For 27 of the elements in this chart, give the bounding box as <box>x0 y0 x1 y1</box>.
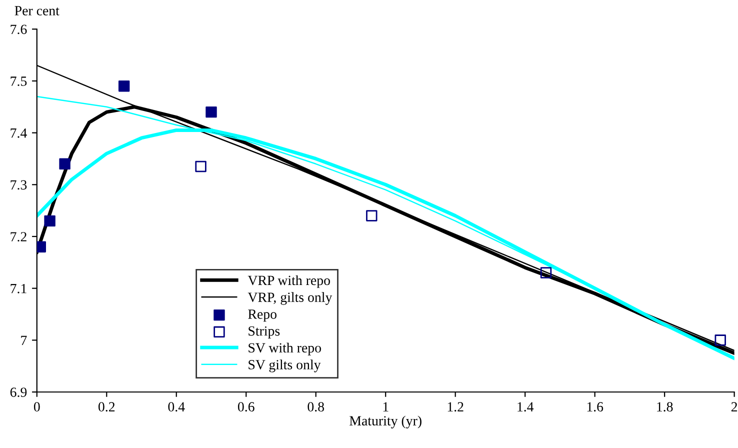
y-tick-label: 6.9 <box>10 388 27 398</box>
legend-label: SV with repo <box>248 342 322 356</box>
x-tick-label: 0.8 <box>308 402 324 412</box>
x-tick-label: 0 <box>34 402 40 412</box>
x-tick-label: 1 <box>383 402 388 412</box>
y-tick-label: 7.2 <box>10 232 26 242</box>
x-tick-label: 1.2 <box>448 402 464 412</box>
x-tick-label: 1.4 <box>518 402 534 412</box>
x-tick-label: 2 <box>731 402 738 412</box>
x-tick-label: 1.6 <box>587 402 604 412</box>
x-tick-label: 0.2 <box>98 402 115 412</box>
x-axis-title: Maturity (yr) <box>350 416 422 428</box>
legend-label: VRP, gilts only <box>248 292 332 305</box>
x-tick-label: 0.6 <box>238 402 254 412</box>
y-tick-label: 7.4 <box>10 128 27 138</box>
legend-label: VRP with repo <box>248 275 330 288</box>
legend-label: SV gilts only <box>248 360 321 372</box>
y-tick-label: 7.3 <box>10 180 27 190</box>
x-tick-label: 0.4 <box>168 402 185 412</box>
y-tick-label: 7 <box>21 336 27 345</box>
legend-label: Repo <box>248 310 276 322</box>
y-tick-label: 7.5 <box>10 76 27 86</box>
y-axis-title: Per cent <box>14 6 60 16</box>
y-tick-label: 7.1 <box>10 284 26 294</box>
legend-label: Strips <box>248 326 280 339</box>
y-tick-label: 7.6 <box>10 24 27 34</box>
x-tick-label: 1.8 <box>657 402 673 412</box>
